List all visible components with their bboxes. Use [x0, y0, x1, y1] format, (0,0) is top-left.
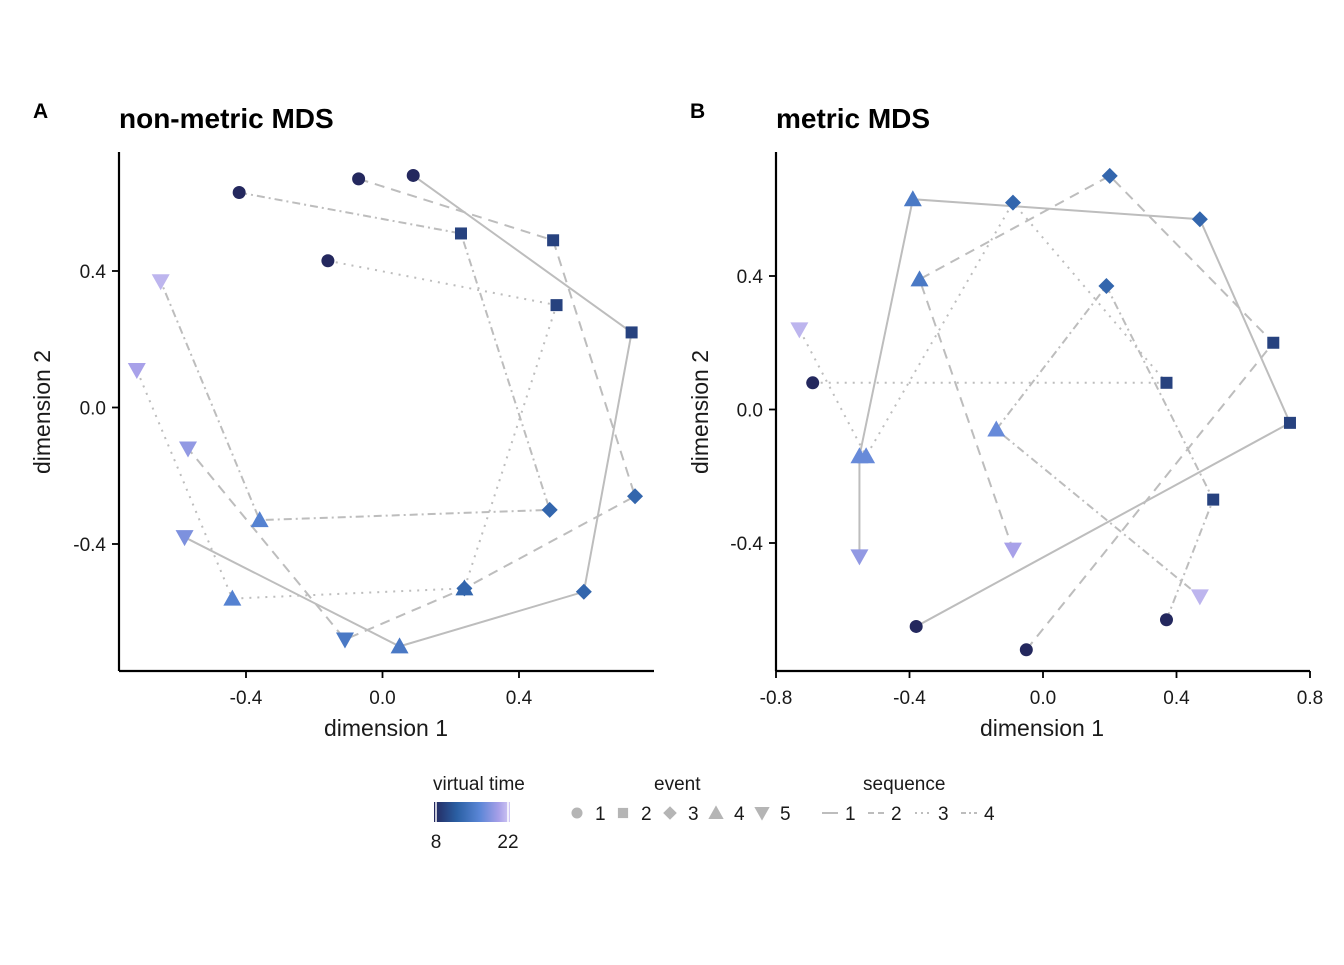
panel-label-b: B	[690, 100, 705, 123]
panel-b: B metric MDS -0.8 -0.4 0.0 0.4 0.8 -0.4 0.0 0.4…	[687, 100, 1323, 741]
data-point	[547, 234, 560, 247]
sequence-legend: 1 2 3 4	[822, 804, 995, 825]
data-point	[390, 637, 409, 654]
data-point	[910, 270, 929, 287]
data-point	[1159, 613, 1173, 627]
legend-event-symbol	[571, 807, 583, 819]
sequence-line-4	[994, 284, 1215, 621]
x-axis-label-b: dimension 1	[980, 715, 1104, 741]
data-point	[1190, 589, 1209, 606]
legend-event-symbol	[754, 807, 770, 821]
data-point	[1283, 416, 1296, 429]
data-point	[1191, 211, 1208, 228]
legend: virtual time 8 22 event 1 2 3 4 5 sequence 1…	[431, 774, 995, 853]
legend-sequence-title: sequence	[863, 774, 945, 795]
data-point	[175, 530, 194, 547]
x-tick-label-a: 0.0	[369, 688, 395, 709]
chart-title-b: metric MDS	[776, 103, 930, 134]
sequence-line-1	[184, 174, 633, 648]
data-point	[909, 619, 923, 633]
legend-event-label: 3	[688, 804, 699, 825]
sequence-line-3	[135, 259, 558, 600]
legend-event-symbol	[617, 807, 629, 819]
data-point	[223, 589, 242, 606]
data-point	[454, 227, 467, 240]
data-point	[1098, 278, 1115, 295]
legend-sequence-label: 2	[891, 804, 902, 825]
data-point	[806, 376, 820, 390]
event-legend: 1 2 3 4 5	[571, 804, 791, 825]
data-point	[625, 326, 638, 339]
legend-sequence-label: 1	[845, 804, 856, 825]
y-tick-label-a: 0.4	[80, 262, 107, 283]
data-point	[575, 583, 592, 600]
sequence-line-2	[918, 174, 1275, 651]
x-tick-label-a: 0.4	[506, 688, 533, 709]
y-tick-label-b: -0.4	[730, 534, 763, 555]
sequence-line-2	[187, 177, 637, 641]
plot-area-a: -0.4 0.0 0.4 -0.4 0.0 0.4	[73, 152, 654, 709]
legend-time-max: 22	[497, 832, 518, 853]
panel-label-a: A	[33, 100, 48, 123]
time-colorbar	[434, 802, 510, 822]
y-tick-label-b: 0.0	[737, 401, 763, 422]
data-point	[1101, 167, 1118, 184]
panel-a: A non-metric MDS -0.4 0.0 0.4 -0.4 0.0 0.4 di…	[29, 100, 654, 741]
data-point	[352, 172, 366, 186]
data-point	[250, 511, 269, 528]
legend-event-label: 5	[780, 804, 791, 825]
data-point	[850, 549, 869, 566]
y-tick-label-a: 0.0	[80, 399, 106, 420]
x-axis-label-a: dimension 1	[324, 715, 448, 741]
data-point	[335, 632, 354, 649]
data-point	[550, 299, 563, 312]
x-tick-label-b: -0.8	[760, 688, 793, 709]
legend-time-min: 8	[431, 832, 442, 853]
data-point	[1019, 643, 1033, 657]
legend-event-label: 1	[595, 804, 606, 825]
x-tick-label-b: 0.0	[1030, 688, 1056, 709]
data-point	[321, 254, 335, 268]
y-axis-label-b: dimension 2	[687, 350, 713, 474]
x-tick-label-a: -0.4	[230, 688, 263, 709]
legend-sequence-label: 3	[938, 804, 949, 825]
legend-event-symbol	[708, 805, 724, 819]
data-point	[987, 420, 1006, 437]
data-point	[541, 501, 558, 518]
data-point	[1004, 194, 1021, 211]
y-tick-label-a: -0.4	[73, 535, 106, 556]
legend-event-label: 2	[641, 804, 652, 825]
legend-event-label: 4	[734, 804, 745, 825]
legend-event-title: event	[654, 774, 701, 795]
data-point	[1160, 376, 1173, 389]
data-point	[127, 362, 146, 379]
x-tick-label-b: 0.4	[1163, 688, 1190, 709]
x-tick-label-b: -0.4	[893, 688, 926, 709]
data-point	[790, 322, 809, 339]
plot-area-b: -0.8 -0.4 0.0 0.4 0.8 -0.4 0.0 0.4	[730, 152, 1323, 709]
legend-event-symbol	[663, 806, 677, 820]
data-point	[903, 190, 922, 207]
y-tick-label-b: 0.4	[737, 267, 764, 288]
data-point	[406, 168, 420, 182]
data-point	[151, 274, 170, 291]
sequence-line-3	[798, 200, 1169, 459]
data-point	[857, 447, 876, 464]
sequence-line-1	[858, 198, 1292, 628]
data-point	[1207, 493, 1220, 506]
data-point	[456, 580, 473, 597]
chart-title-a: non-metric MDS	[119, 103, 334, 134]
legend-sequence-label: 4	[984, 804, 995, 825]
sequence-line-4	[159, 191, 552, 522]
data-point	[1003, 542, 1022, 559]
y-axis-label-a: dimension 2	[29, 350, 55, 474]
x-tick-label-b: 0.8	[1297, 688, 1323, 709]
data-point	[627, 488, 644, 505]
data-point	[1267, 336, 1280, 349]
legend-time-title: virtual time	[433, 774, 525, 795]
data-point	[232, 186, 246, 200]
data-point	[178, 441, 197, 458]
